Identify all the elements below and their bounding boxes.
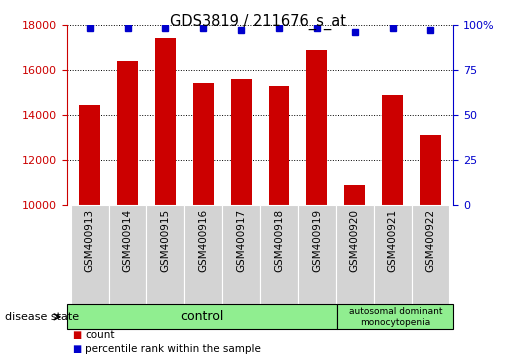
Text: GSM400920: GSM400920 xyxy=(350,209,360,272)
Bar xyxy=(269,86,289,354)
Bar xyxy=(345,185,365,354)
Bar xyxy=(231,79,251,354)
Text: GSM400915: GSM400915 xyxy=(160,209,170,273)
Text: GSM400913: GSM400913 xyxy=(84,209,95,273)
Text: GSM400916: GSM400916 xyxy=(198,209,208,273)
Text: ■: ■ xyxy=(72,344,81,354)
Bar xyxy=(420,135,441,354)
Bar xyxy=(193,84,214,354)
Text: GSM400914: GSM400914 xyxy=(123,209,132,273)
Bar xyxy=(298,205,336,304)
Bar xyxy=(67,304,337,329)
Text: percentile rank within the sample: percentile rank within the sample xyxy=(85,344,261,354)
Bar xyxy=(155,38,176,354)
Text: GSM400918: GSM400918 xyxy=(274,209,284,273)
Text: GSM400917: GSM400917 xyxy=(236,209,246,273)
Text: GSM400921: GSM400921 xyxy=(388,209,398,273)
Bar xyxy=(109,205,146,304)
Bar xyxy=(411,205,450,304)
Bar xyxy=(117,61,138,354)
Text: control: control xyxy=(180,310,224,323)
Bar xyxy=(71,205,109,304)
Bar xyxy=(382,95,403,354)
Bar xyxy=(260,205,298,304)
Text: autosomal dominant
monocytopenia: autosomal dominant monocytopenia xyxy=(349,307,442,326)
Bar xyxy=(374,205,411,304)
Text: GSM400919: GSM400919 xyxy=(312,209,322,273)
Text: disease state: disease state xyxy=(5,312,79,322)
Bar xyxy=(146,205,184,304)
Bar xyxy=(306,50,328,354)
Bar xyxy=(79,105,100,354)
Text: GDS3819 / 211676_s_at: GDS3819 / 211676_s_at xyxy=(169,14,346,30)
Bar xyxy=(336,205,374,304)
Bar xyxy=(184,205,222,304)
Bar xyxy=(337,304,453,329)
Bar xyxy=(222,205,260,304)
Text: ■: ■ xyxy=(72,330,81,339)
Text: GSM400922: GSM400922 xyxy=(425,209,436,273)
Text: count: count xyxy=(85,330,114,339)
